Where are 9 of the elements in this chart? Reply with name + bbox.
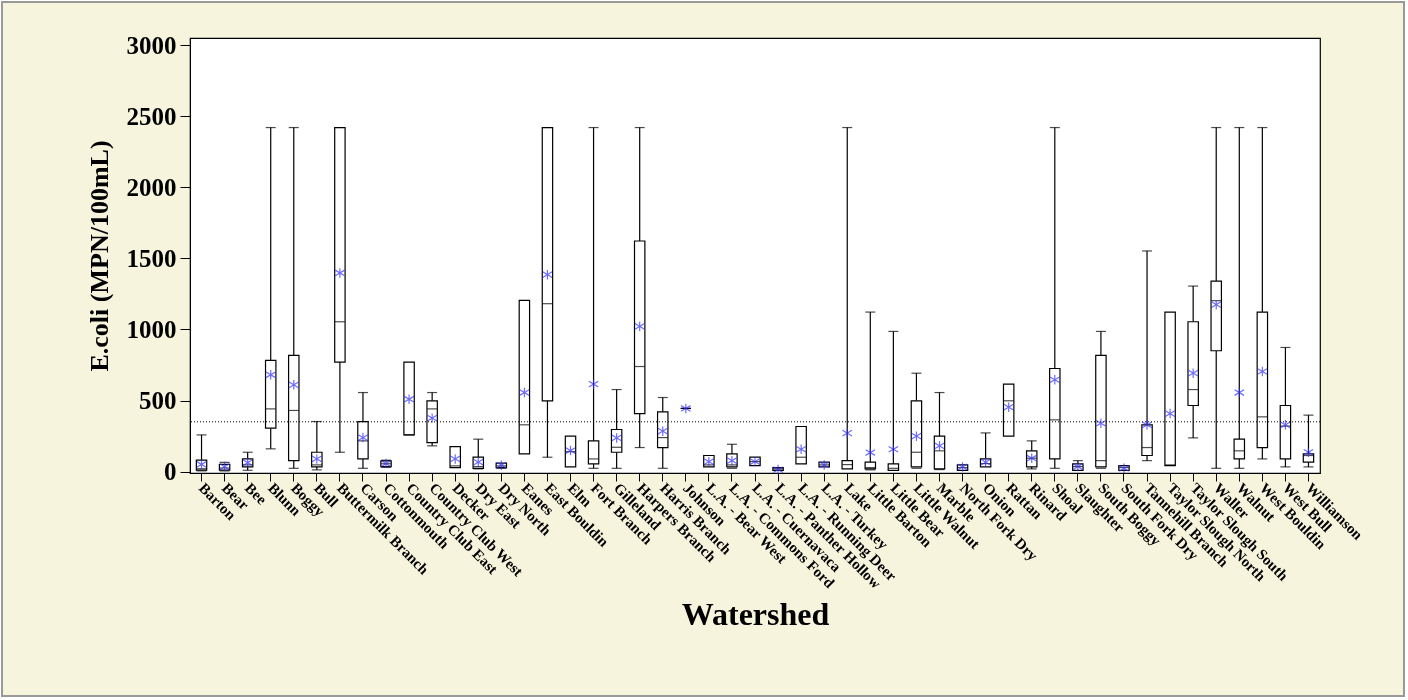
y-tick-label: 1500	[126, 244, 177, 272]
y-tick-label: 1000	[126, 315, 177, 343]
x-axis-title: Watershed	[681, 595, 830, 632]
y-tick-label: 2500	[126, 102, 177, 130]
y-tick-label: 2000	[126, 173, 177, 201]
y-tick-label: 0	[164, 458, 177, 486]
y-tick-label: 500	[139, 387, 177, 414]
y-tick-label: 3000	[126, 31, 177, 59]
y-axis-title: E.coli (MPN/100mL)	[84, 140, 114, 372]
